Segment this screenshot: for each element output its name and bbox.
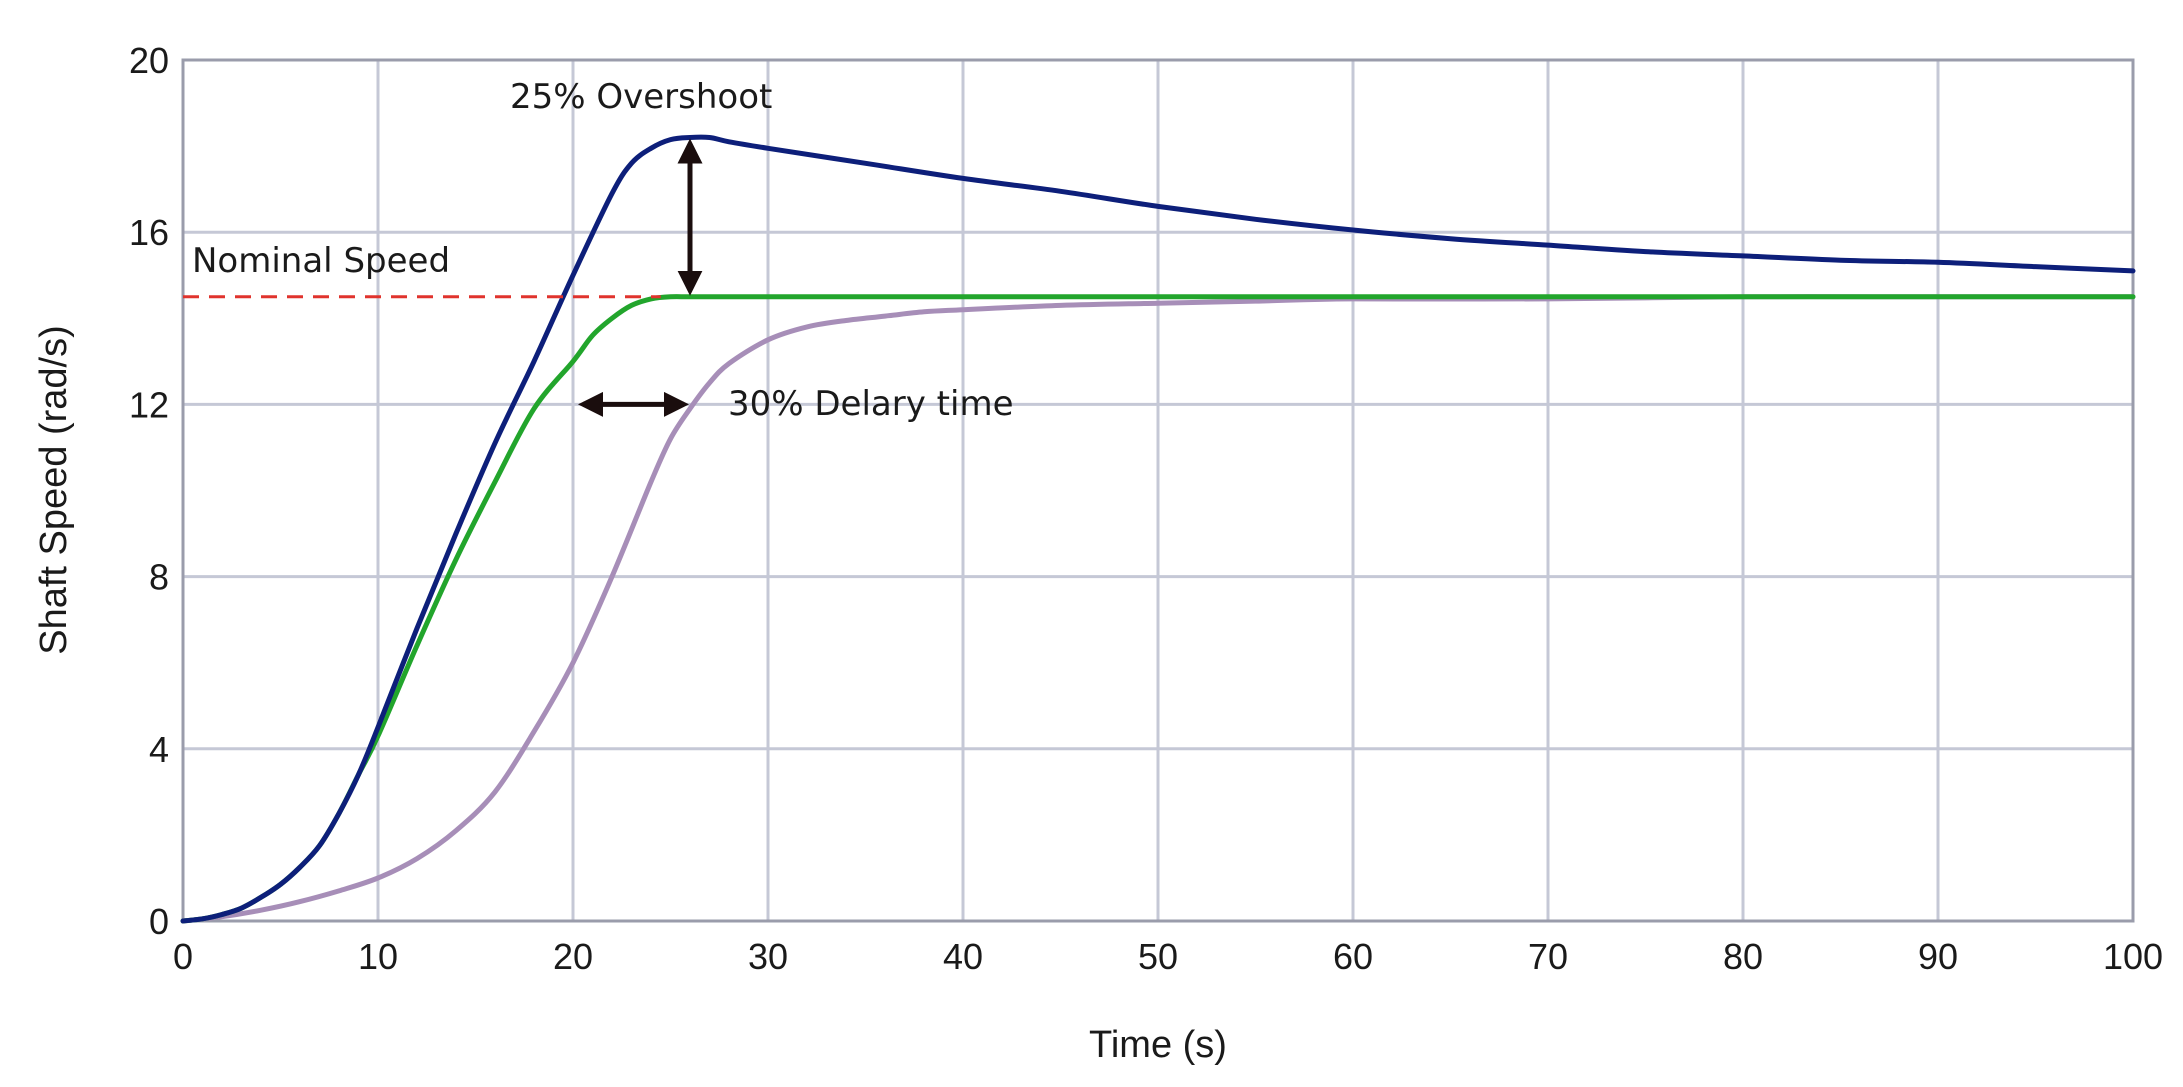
x-tick-label-1: 10 (358, 936, 398, 977)
plot-frame (181, 58, 2135, 923)
x-tick-label-4: 40 (943, 936, 983, 977)
delay-time-label: 30% Delary time (728, 384, 1013, 424)
x-tick-label-10: 100 (2103, 936, 2163, 977)
x-tick-label-6: 60 (1333, 936, 1373, 977)
x-tick-label-9: 90 (1918, 936, 1958, 977)
x-tick-label-3: 30 (748, 936, 788, 977)
series-line-overshoot-response (180, 134, 2136, 924)
y-tick-label-4: 16 (129, 212, 169, 253)
x-tick-label-0: 0 (173, 936, 193, 977)
y-tick-label-5: 20 (129, 40, 169, 81)
x-axis-ticks: 0 10 20 30 40 50 60 70 80 90 100 (173, 936, 2163, 977)
annotations: Nominal Speed 25% Overshoot 30% Delary t… (183, 77, 1013, 424)
y-axis-label: Shaft Speed (rad/s) (33, 325, 75, 655)
y-tick-label-0: 0 (149, 901, 169, 942)
series-layer (180, 134, 2136, 924)
overshoot-label: 25% Overshoot (510, 77, 772, 117)
nominal-speed-label: Nominal Speed (192, 241, 450, 281)
y-tick-label-1: 4 (149, 729, 169, 770)
x-axis-label: Time (s) (1089, 1024, 1227, 1066)
y-tick-label-2: 8 (149, 557, 169, 598)
x-tick-label-2: 20 (553, 936, 593, 977)
y-tick-label-3: 12 (129, 384, 169, 425)
x-tick-label-8: 80 (1723, 936, 1763, 977)
x-tick-label-7: 70 (1528, 936, 1568, 977)
y-axis-ticks: 0 4 8 12 16 20 (129, 40, 169, 942)
x-tick-label-5: 50 (1138, 936, 1178, 977)
